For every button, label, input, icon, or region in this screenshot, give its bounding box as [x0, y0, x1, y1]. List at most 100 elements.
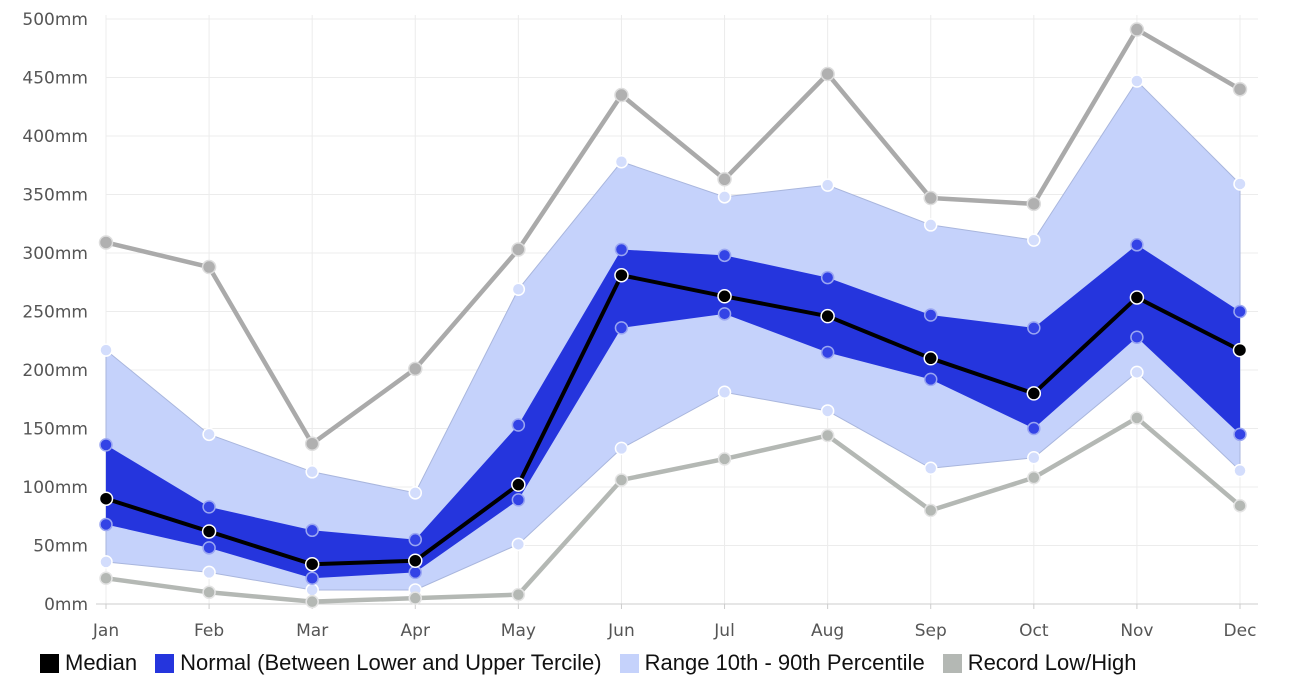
- legend-swatch-record: [942, 653, 962, 673]
- median-line: [105, 273, 1241, 567]
- percentile-10-point: [820, 404, 835, 418]
- x-tick-label: Jul: [713, 621, 735, 640]
- legend-label-range: Range 10th - 90th Percentile: [644, 650, 925, 675]
- record-low-point: [820, 428, 835, 443]
- percentile-10-point: [923, 461, 938, 476]
- record-low-point: [923, 503, 938, 518]
- percentile-90-point: [408, 486, 423, 500]
- legend-swatch-range: [619, 653, 639, 673]
- lower-tercile-point: [820, 345, 835, 360]
- percentile-90-point: [202, 427, 216, 442]
- lower-tercile-point: [1233, 427, 1247, 442]
- percentile-90-point: [99, 343, 113, 357]
- legend-swatch-median: [40, 653, 59, 673]
- legend-item-normal[interactable]: Normal (Between Lower and Upper Tercile): [155, 650, 602, 676]
- lower-tercile-point: [511, 493, 526, 507]
- lower-tercile-point: [923, 372, 938, 387]
- lower-tercile-point: [202, 541, 216, 555]
- lower-tercile-point: [1130, 330, 1144, 344]
- record-low-point: [614, 473, 629, 487]
- x-tick-label: Oct: [1019, 621, 1049, 640]
- x-tick-label: May: [501, 621, 536, 640]
- median-point: [1026, 386, 1042, 401]
- median-point: [923, 351, 938, 366]
- upper-tercile-point: [1130, 238, 1144, 252]
- series-points: [98, 22, 1248, 609]
- y-tick-label: 50mm: [33, 537, 88, 557]
- upper-tercile-point: [99, 438, 113, 452]
- upper-tercile-point: [408, 532, 423, 547]
- percentile-90-point: [1130, 74, 1144, 88]
- upper-tercile-point: [614, 242, 629, 257]
- x-tick-label: Apr: [401, 621, 430, 640]
- upper-tercile-point: [202, 500, 216, 514]
- upper-tercile-point: [511, 418, 526, 432]
- percentile-90-point: [1027, 233, 1041, 247]
- bands: [105, 80, 1241, 591]
- record-high-point: [717, 172, 732, 187]
- record-high-point: [511, 242, 526, 257]
- x-tick-label: Jan: [92, 621, 119, 640]
- lower-tercile-point: [614, 321, 629, 335]
- record-low-point: [1233, 498, 1247, 513]
- upper-tercile-point: [1027, 321, 1041, 335]
- median-point: [304, 556, 320, 572]
- record-high-point: [304, 436, 320, 451]
- series-lines: [105, 27, 1242, 604]
- lower-tercile-point: [1027, 421, 1041, 436]
- upper-tercile-point: [305, 523, 319, 538]
- legend-item-median[interactable]: Median: [40, 650, 137, 676]
- legend-item-range[interactable]: Range 10th - 90th Percentile: [619, 650, 925, 676]
- record-high-point: [614, 87, 629, 103]
- percentile-90-point: [820, 178, 835, 192]
- percentile-10-point: [99, 555, 113, 569]
- legend-label-normal: Normal (Between Lower and Upper Tercile): [180, 650, 602, 675]
- legend-item-record[interactable]: Record Low/High: [942, 650, 1136, 676]
- percentile-10-point: [305, 583, 319, 597]
- record-high-point: [98, 235, 114, 250]
- median-point: [201, 524, 217, 539]
- upper-tercile-point: [717, 248, 732, 263]
- record-high-point: [820, 66, 835, 82]
- record-low-point: [99, 571, 113, 586]
- record-low-point: [511, 587, 526, 602]
- x-tick-label: Feb: [194, 621, 224, 640]
- median-point: [408, 553, 423, 568]
- y-tick-label: 300mm: [22, 244, 88, 264]
- lower-tercile-point: [408, 565, 423, 580]
- y-tick-label: 450mm: [22, 69, 88, 89]
- legend-label-median: Median: [65, 650, 138, 675]
- percentile-10-point: [511, 537, 526, 552]
- x-tick-label: Aug: [811, 621, 844, 640]
- median-point: [1129, 290, 1145, 305]
- legend-swatch-normal: [155, 653, 175, 673]
- median-point: [614, 267, 629, 283]
- y-tick-label: 100mm: [22, 478, 88, 498]
- record-high-point: [408, 361, 423, 377]
- percentile-10-point: [202, 565, 216, 580]
- record-high-line: [105, 27, 1242, 446]
- y-tick-label: 400mm: [22, 127, 88, 147]
- percentile-90-point: [717, 190, 732, 204]
- median-point: [98, 491, 114, 506]
- record-low-point: [408, 591, 423, 605]
- median-point: [511, 477, 526, 492]
- median-point: [717, 289, 732, 304]
- x-axis: Jan Feb Mar Apr May Jun Jul Aug Sep Oct Nov Dec: [92, 603, 1258, 640]
- record-low-point: [717, 452, 732, 466]
- lower-tercile-point: [717, 307, 732, 321]
- percentile-10-point: [717, 385, 732, 399]
- x-tick-label: Mar: [296, 621, 328, 640]
- record-high-point: [1026, 196, 1042, 212]
- percentile-90-point: [614, 154, 629, 169]
- precipitation-chart: 0mm 50mm 100mm 150mm 200mm 250mm 300mm 350mm 400…: [22, 10, 1258, 640]
- record-high-point: [1232, 81, 1248, 97]
- record-low-point: [1027, 470, 1041, 485]
- percentile-10-point: [614, 441, 629, 456]
- record-high-point: [201, 259, 217, 275]
- record-high-point: [1129, 22, 1145, 37]
- upper-tercile-point: [923, 308, 938, 322]
- percentile-90-point: [305, 465, 319, 479]
- percentile-90-point: [923, 218, 938, 232]
- median-point: [820, 308, 835, 324]
